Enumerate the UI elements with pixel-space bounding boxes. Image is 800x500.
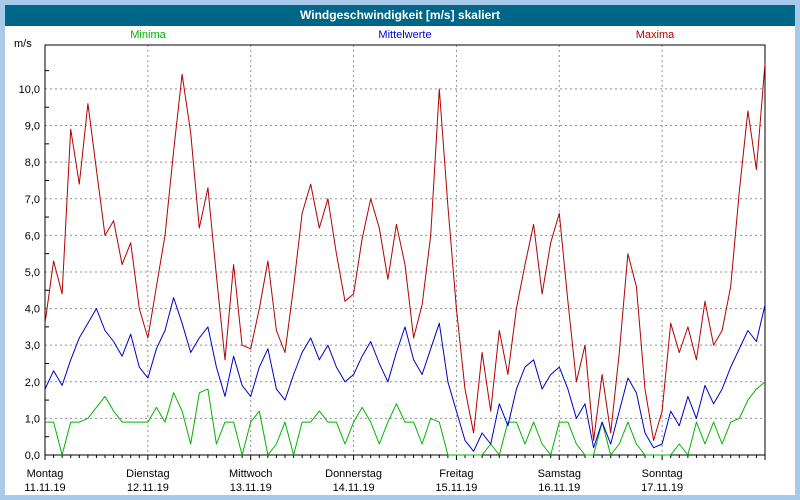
y-axis-unit-label: m/s xyxy=(14,38,32,50)
svg-text:17.11.19: 17.11.19 xyxy=(641,482,683,494)
svg-text:Sonntag: Sonntag xyxy=(642,468,683,480)
svg-text:10,0: 10,0 xyxy=(19,84,40,96)
svg-text:16.11.19: 16.11.19 xyxy=(538,482,580,494)
svg-text:8,0: 8,0 xyxy=(25,157,40,169)
svg-text:14.11.19: 14.11.19 xyxy=(333,482,375,494)
svg-text:6,0: 6,0 xyxy=(25,230,40,242)
svg-text:9,0: 9,0 xyxy=(25,121,40,133)
svg-text:2,0: 2,0 xyxy=(25,377,40,389)
svg-text:11.11.19: 11.11.19 xyxy=(24,482,65,494)
svg-text:7,0: 7,0 xyxy=(25,194,40,206)
svg-text:Donnerstag: Donnerstag xyxy=(325,468,382,480)
svg-text:Mittwoch: Mittwoch xyxy=(229,468,272,480)
legend-minima-label: Minima xyxy=(130,29,166,41)
wind-speed-line-chart: 0,0 1,0 2,0 3,0 4,0 5,0 6,0 7,0 8,0 9,0 10,0 Montag… xyxy=(19,44,766,494)
svg-text:Samstag: Samstag xyxy=(538,468,581,480)
legend-mittelwerte-label: Mittelwerte xyxy=(378,29,432,41)
window-title-bar: Windgeschwindigkeit [m/s] skaliert xyxy=(5,5,795,26)
svg-text:4,0: 4,0 xyxy=(25,304,40,316)
svg-text:Dienstag: Dienstag xyxy=(126,468,169,480)
chart-legend: Minima Mittelwerte Maxima m/s xyxy=(5,26,795,50)
svg-text:12.11.19: 12.11.19 xyxy=(127,482,169,494)
svg-text:1,0: 1,0 xyxy=(25,413,40,425)
svg-text:Freitag: Freitag xyxy=(439,468,473,480)
svg-text:3,0: 3,0 xyxy=(25,340,40,352)
svg-text:15.11.19: 15.11.19 xyxy=(435,482,477,494)
svg-text:13.11.19: 13.11.19 xyxy=(230,482,272,494)
svg-text:5,0: 5,0 xyxy=(25,267,40,279)
svg-text:0,0: 0,0 xyxy=(25,450,40,462)
legend-maxima-label: Maxima xyxy=(635,29,675,41)
svg-text:Montag: Montag xyxy=(27,468,64,480)
